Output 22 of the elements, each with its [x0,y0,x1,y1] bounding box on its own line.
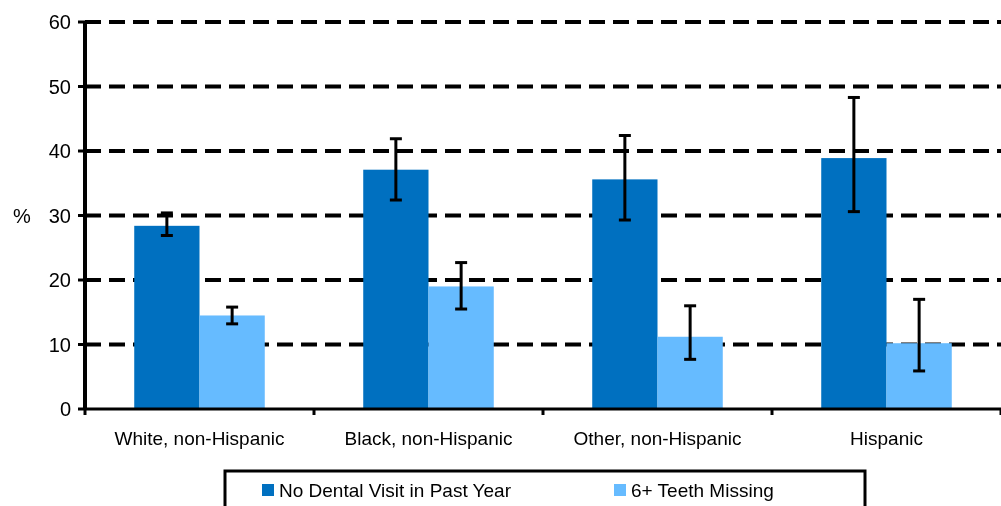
bar [363,169,429,409]
y-tick-label: 60 [48,11,71,33]
legend-label: No Dental Visit in Past Year [279,479,512,501]
y-tick-label: 40 [48,140,71,162]
y-tick-label: 20 [48,269,71,291]
bar [592,179,658,409]
x-tick-label: Black, non-Hispanic [344,428,513,449]
y-tick-label: 10 [48,333,71,356]
y-tick-label: 0 [59,398,71,420]
bar [886,343,952,409]
x-tick-label: Hispanic [850,428,923,449]
y-tick-label: 30 [48,204,71,227]
bar [199,315,265,409]
x-tick-label: White, non-Hispanic [114,428,285,449]
bar [134,225,200,409]
bar [657,336,723,409]
bar [428,286,494,409]
y-tick-label: 50 [48,75,71,98]
legend-label: 6+ Teeth Missing [631,479,774,501]
bar [821,158,887,409]
y-axis-title: % [13,204,32,227]
x-tick-label: Other, non-Hispanic [573,428,742,449]
